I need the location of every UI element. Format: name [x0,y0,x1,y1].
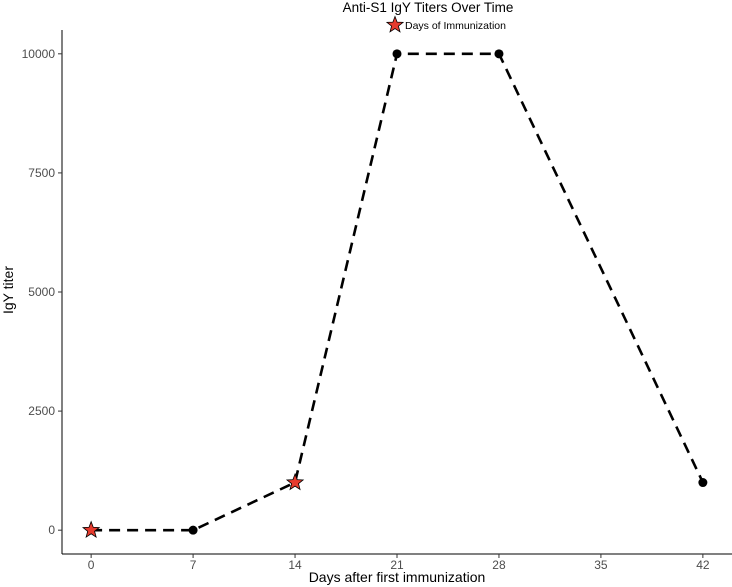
series-line [91,52,705,532]
chart-title: Anti-S1 IgY Titers Over Time [343,0,514,15]
x-axis-title: Days after first immunization [309,569,486,585]
data-point [188,525,198,535]
data-point-star [285,472,305,491]
data-point-star [81,520,101,538]
data-point [392,49,402,59]
x-tick-label: 0 [88,558,95,572]
y-tick-label: 2500 [28,404,55,418]
y-tick-label: 10000 [22,47,56,61]
x-tick-label: 7 [190,558,197,572]
legend: Days of Immunization [385,15,506,33]
x-tick-label: 14 [288,558,302,572]
x-tick-label: 28 [492,558,506,572]
y-tick-label: 5000 [28,285,55,299]
plot-area [81,49,708,538]
data-point [698,478,708,488]
y-tick-label: 0 [48,523,55,537]
x-tick-label: 21 [390,558,404,572]
y-tick-label: 7500 [28,166,55,180]
legend-star-icon [385,15,405,33]
x-tick-label: 42 [696,558,710,572]
axes: 0 7 14 21 28 35 42 0 2500 5000 7500 10000 [22,30,732,572]
data-point [494,49,504,59]
legend-label: Days of Immunization [405,20,506,32]
y-axis-title: IgY titer [0,266,16,314]
x-tick-label: 35 [594,558,608,572]
